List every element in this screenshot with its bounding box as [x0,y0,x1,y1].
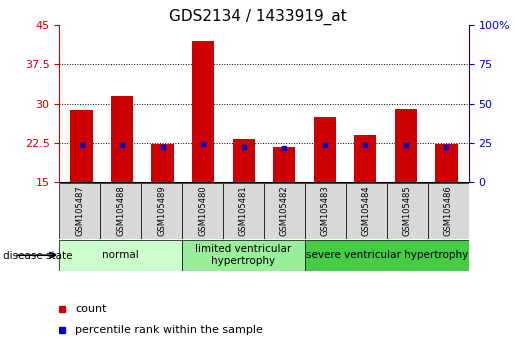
Bar [59,240,182,271]
Bar [305,240,469,271]
Bar [314,117,336,182]
Bar [346,183,387,239]
Bar [387,183,427,239]
Text: severe ventricular hypertrophy: severe ventricular hypertrophy [305,250,468,260]
Text: GSM105481: GSM105481 [239,185,248,236]
Bar [71,110,93,182]
Bar [223,183,264,239]
Bar [182,240,305,271]
Bar [182,183,223,239]
Text: GSM105480: GSM105480 [198,185,207,236]
Text: limited ventricular
hypertrophy: limited ventricular hypertrophy [195,244,291,266]
Bar [59,183,100,239]
Bar [264,183,305,239]
Text: GSM105483: GSM105483 [321,185,330,236]
Bar [354,135,376,182]
Bar [111,96,133,182]
Bar [100,183,141,239]
Bar [394,109,417,182]
Bar [192,41,214,182]
Bar [435,144,457,182]
Text: GSM105487: GSM105487 [75,185,84,236]
Text: GSM105489: GSM105489 [157,185,166,236]
Bar [141,183,182,239]
Text: GSM105486: GSM105486 [444,185,453,236]
Text: disease state: disease state [3,251,72,261]
Bar [151,144,174,182]
Text: count: count [75,304,107,314]
Text: GSM105485: GSM105485 [403,185,411,236]
Bar [273,147,296,182]
Text: GSM105488: GSM105488 [116,185,125,236]
Bar [232,139,255,182]
Text: GDS2134 / 1433919_at: GDS2134 / 1433919_at [168,9,347,25]
Text: percentile rank within the sample: percentile rank within the sample [75,325,263,336]
Text: normal: normal [102,250,139,260]
Bar [305,183,346,239]
Text: GSM105484: GSM105484 [362,185,371,236]
Text: GSM105482: GSM105482 [280,185,289,236]
Bar [427,183,469,239]
